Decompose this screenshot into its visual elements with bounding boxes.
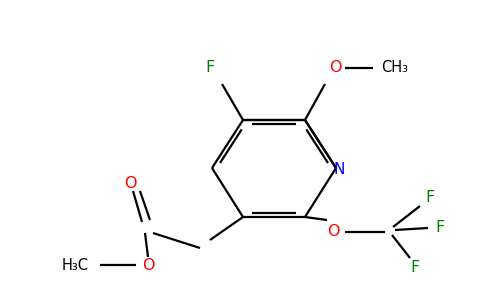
Text: F: F — [410, 260, 420, 275]
Text: O: O — [124, 176, 136, 190]
Text: H₃C: H₃C — [61, 257, 89, 272]
Text: F: F — [436, 220, 445, 236]
Text: O: O — [142, 257, 154, 272]
Text: O: O — [329, 61, 341, 76]
Text: F: F — [205, 61, 214, 76]
Text: F: F — [425, 190, 435, 206]
Text: CH₃: CH₃ — [381, 61, 408, 76]
Text: N: N — [333, 161, 345, 176]
Text: O: O — [327, 224, 339, 239]
